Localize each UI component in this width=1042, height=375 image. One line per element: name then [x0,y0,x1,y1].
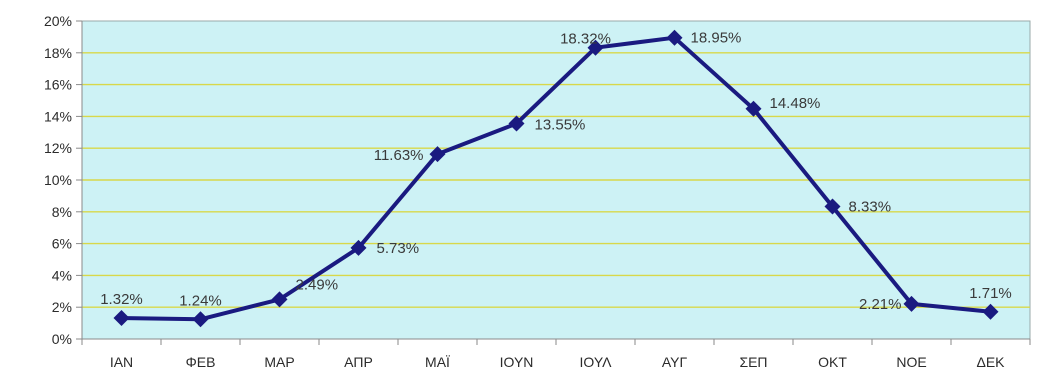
x-tick-label: ΟΚΤ [818,354,847,370]
y-tick-label: 12% [44,140,72,156]
data-point [982,303,999,320]
x-tick-label: ΑΠΡ [344,354,373,370]
x-axis: ΙΑΝ ΦΕΒ ΜΑΡ ΑΠΡ ΜΑΪ ΙΟΥΝ ΙΟΥΛ ΑΥΓ ΣΕΠ ΟΚΤ ΝΟΕ ΔΕΚ [81,338,1031,370]
y-tick-label: 10% [44,172,72,188]
data-point [508,115,525,132]
data-point [271,291,288,308]
y-tick-label: 20% [44,13,72,29]
x-tick-label: ΙΟΥΝ [500,354,534,370]
data-point [192,311,209,328]
data-label: 1.32% [100,291,143,308]
data-point [745,100,762,117]
x-tick-label: ΙΟΥΛ [580,354,613,370]
data-label: 1.71% [969,285,1012,302]
y-tick-label: 6% [52,236,72,252]
data-labels: 1.32% 1.24% 2.49% 5.73% 11.63% 13.55% 18.32% 18… [100,30,1012,313]
data-label: 2.49% [296,276,339,293]
data-label: 14.48% [770,95,821,112]
data-label: 11.63% [374,147,424,164]
x-tick-label: ΑΥΓ [662,354,688,370]
y-axis: 0% 2% 4% 6% 8% 10% 12% 14% 16% 18% 20% [44,13,83,347]
series-line-group [121,35,991,322]
x-tick-label: ΔΕΚ [976,354,1005,370]
data-label: 13.55% [535,117,586,134]
y-tick-label: 0% [52,331,72,347]
y-tick-label: 4% [52,267,72,283]
y-tick-label: 18% [44,45,72,61]
y-tick-label: 2% [52,299,72,315]
data-label: 5.73% [377,240,420,257]
data-point [666,29,683,46]
data-label: 18.32% [560,31,611,48]
data-point [824,198,841,215]
gridlines [82,52,1030,308]
series-line [121,35,991,322]
series-markers [113,29,999,328]
x-tick-label: ΙΑΝ [110,354,133,370]
data-point [429,146,446,163]
data-label: 2.21% [859,296,902,313]
x-tick-label: ΝΟΕ [896,354,926,370]
data-point [587,39,604,56]
data-point [350,239,367,256]
x-tick-label: ΦΕΒ [186,354,216,370]
y-tick-label: 8% [52,204,72,220]
y-tick-label: 16% [44,77,72,93]
x-tick-label: ΜΑΡ [264,354,294,370]
x-tick-label: ΣΕΠ [739,354,767,370]
x-tick-label: ΜΑΪ [425,354,450,370]
data-point [113,310,130,327]
data-label: 1.24% [179,292,222,309]
data-label: 8.33% [849,199,892,216]
data-point [903,295,920,312]
data-label: 18.95% [691,30,742,47]
y-tick-label: 14% [44,108,72,124]
